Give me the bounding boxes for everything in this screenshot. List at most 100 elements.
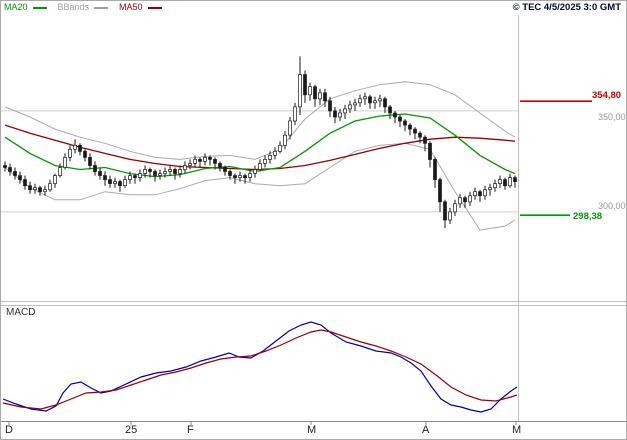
candle-body: [3, 165, 7, 168]
macd-panel-label: MACD: [6, 307, 36, 318]
candle-body: [128, 175, 132, 180]
candle-body: [233, 175, 237, 178]
candle-body: [243, 175, 247, 178]
candle-body: [458, 197, 462, 205]
candle-body: [288, 120, 292, 136]
candle-body: [153, 171, 157, 176]
candle-body: [428, 142, 432, 160]
resistance-price-label: 354,80: [592, 90, 622, 102]
candle-body: [383, 98, 387, 108]
candle-body: [478, 191, 482, 197]
candle-body: [163, 171, 167, 174]
x-axis-label-25: 25: [125, 424, 138, 436]
x-axis-label-f: F: [187, 424, 194, 436]
candle-body: [258, 163, 262, 170]
candle-body: [343, 108, 347, 114]
candle-body: [78, 144, 82, 152]
candle-body: [298, 74, 302, 108]
candle-body: [488, 187, 492, 191]
ma20-line: [4, 113, 516, 178]
candle-body: [28, 185, 32, 191]
candle-body: [208, 157, 212, 160]
candle-body: [438, 179, 442, 203]
candle-body: [158, 173, 162, 176]
candle-body: [348, 104, 352, 110]
candle-body: [223, 167, 227, 172]
candle-body: [493, 183, 497, 189]
legend-ma20-label: MA20: [4, 2, 28, 12]
x-axis-label-m2: M: [512, 424, 522, 436]
gridline-price-label-1: 300,00: [598, 200, 626, 211]
candle-body: [333, 110, 337, 118]
candle-body: [98, 171, 102, 176]
legend-ma20-swatch: [32, 6, 47, 9]
legend-bbands-label: BBands: [57, 2, 90, 12]
candle-body: [143, 169, 147, 174]
candle-body: [413, 128, 417, 134]
candle-body: [328, 100, 332, 112]
support-price-label: 298,38: [573, 211, 603, 223]
candle-body: [188, 163, 192, 166]
candle-body: [503, 179, 507, 187]
candle-body: [193, 159, 197, 164]
candle-body: [63, 157, 67, 168]
candle-body: [248, 173, 252, 178]
candle-body: [498, 179, 502, 184]
bollinger-lower-band: [4, 142, 516, 231]
candle-body: [83, 150, 87, 158]
candle-body: [293, 106, 297, 122]
candle-body: [463, 197, 467, 203]
candle-body: [213, 159, 217, 164]
candle-body: [318, 92, 322, 100]
candle-body: [183, 165, 187, 170]
signal-line: [2, 329, 518, 410]
candle-body: [33, 187, 37, 191]
legend-bbands-swatch: [94, 6, 109, 9]
candle-body: [73, 144, 77, 150]
candle-body: [118, 181, 122, 186]
legend-ma50-label: MA50: [119, 2, 143, 12]
candle-body: [133, 175, 137, 178]
candle-body: [38, 187, 42, 193]
candle-body: [18, 175, 22, 180]
candle-body: [283, 134, 287, 146]
candle-body: [88, 157, 92, 166]
candle-body: [308, 86, 312, 96]
macd-line: [2, 321, 518, 413]
candle-body: [198, 159, 202, 162]
candle-body: [483, 189, 487, 197]
candle-body: [443, 201, 447, 221]
candle-body: [23, 179, 27, 187]
candle-body: [358, 98, 362, 104]
candle-body: [473, 191, 477, 197]
candle-body: [408, 124, 412, 130]
candle-body: [273, 150, 277, 156]
candle-body: [363, 96, 367, 100]
candle-body: [218, 163, 222, 168]
candle-body: [508, 177, 512, 187]
candle-body: [303, 74, 307, 96]
x-axis-label-d: D: [5, 424, 13, 436]
x-axis-label-m1: M: [307, 424, 317, 436]
candle-body: [238, 175, 242, 178]
candle-body: [203, 157, 207, 162]
candle-body: [148, 169, 152, 172]
candle-body: [353, 102, 357, 106]
candle-body: [373, 100, 377, 104]
candle-body: [173, 169, 177, 174]
candle-body: [513, 177, 517, 182]
candle-body: [388, 106, 392, 114]
candle-body: [423, 136, 427, 144]
candle-body: [253, 169, 257, 174]
candle-body: [403, 120, 407, 126]
candle-body: [93, 165, 97, 172]
candle-body: [268, 155, 272, 160]
candle-body: [398, 116, 402, 122]
candle-body: [338, 112, 342, 118]
candle-body: [138, 173, 142, 178]
candle-body: [468, 195, 472, 203]
candle-body: [278, 144, 282, 152]
candle-body: [8, 167, 12, 172]
